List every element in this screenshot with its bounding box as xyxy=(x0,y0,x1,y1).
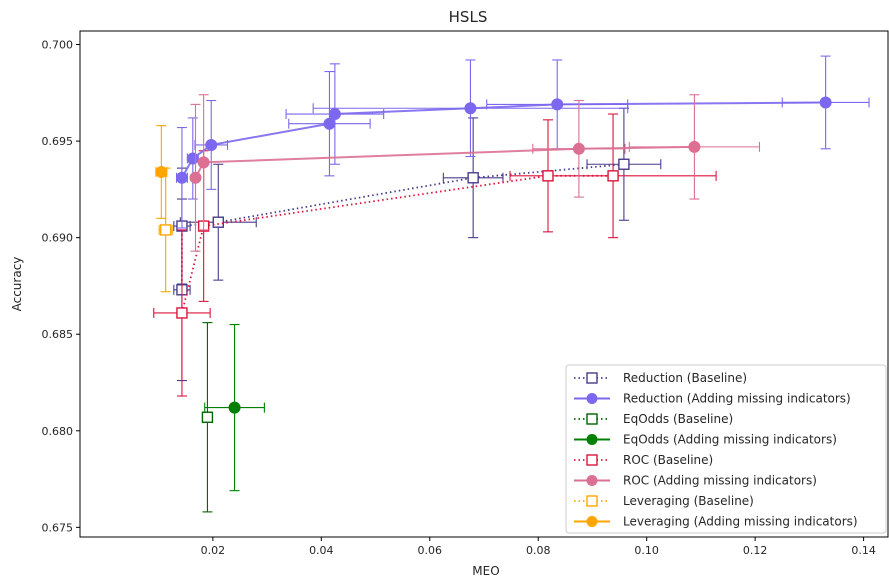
data-point xyxy=(189,171,202,184)
series-line xyxy=(194,145,695,179)
series-layer xyxy=(153,55,870,513)
legend-marker xyxy=(586,495,598,507)
x-tick-label: 0.06 xyxy=(418,544,443,557)
series-line xyxy=(180,163,624,290)
x-tick-label: 0.04 xyxy=(309,544,334,557)
data-point xyxy=(176,307,188,319)
y-tick-label: 0.690 xyxy=(42,232,74,245)
x-tick-label: 0.14 xyxy=(851,544,876,557)
legend-marker xyxy=(586,475,598,486)
data-point xyxy=(197,156,210,169)
series-line xyxy=(181,101,826,179)
series-group xyxy=(155,125,168,219)
data-point xyxy=(464,102,477,115)
data-point xyxy=(201,411,214,423)
data-point xyxy=(212,216,224,228)
legend-label: ROC (Baseline) xyxy=(623,453,713,467)
data-point xyxy=(688,140,701,153)
series-group xyxy=(204,324,265,492)
data-point xyxy=(205,138,218,151)
legend-label: EqOdds (Adding missing indicators) xyxy=(623,433,837,447)
legend-box xyxy=(565,364,887,534)
axis-ticks: 0.02 0.04 0.06 0.08 0.10 0.12 0.14 0.675 0.680 0.… xyxy=(42,39,876,557)
legend-marker xyxy=(586,372,598,384)
legend-marker xyxy=(586,413,598,425)
legend-label: Leveraging (Adding missing indicators) xyxy=(623,515,858,529)
y-tick-label: 0.695 xyxy=(42,135,74,148)
series-group xyxy=(201,322,214,513)
x-tick-label: 0.02 xyxy=(201,544,226,557)
chart-title: HSLS xyxy=(449,8,488,26)
data-point xyxy=(175,171,188,184)
legend-marker xyxy=(586,434,598,445)
legend-marker xyxy=(586,516,598,527)
data-point xyxy=(228,401,241,414)
legend-marker xyxy=(586,454,598,466)
data-point xyxy=(618,158,630,170)
error-bars xyxy=(175,55,870,229)
data-point xyxy=(323,117,336,130)
data-point xyxy=(542,170,554,182)
series-group xyxy=(153,113,717,397)
data-point xyxy=(328,108,341,121)
y-tick-label: 0.680 xyxy=(42,425,74,438)
legend: Reduction (Baseline) Reduction (Adding mi… xyxy=(565,364,887,534)
legend-label: Reduction (Baseline) xyxy=(623,371,747,385)
x-axis-label: MEO xyxy=(472,564,499,578)
x-tick-label: 0.12 xyxy=(743,544,768,557)
data-point xyxy=(572,142,585,155)
legend-label: ROC (Adding missing indicators) xyxy=(623,474,817,488)
y-tick-label: 0.675 xyxy=(42,521,74,534)
series-group xyxy=(175,55,870,229)
x-tick-label: 0.10 xyxy=(634,544,659,557)
data-point xyxy=(159,224,172,236)
data-point xyxy=(155,165,168,178)
legend-marker xyxy=(586,393,598,404)
legend-label: Leveraging (Baseline) xyxy=(623,494,754,508)
y-tick-label: 0.700 xyxy=(42,39,74,52)
legend-label: Reduction (Adding missing indicators) xyxy=(623,392,851,406)
x-tick-label: 0.08 xyxy=(526,544,551,557)
legend-label: EqOdds (Baseline) xyxy=(623,412,733,426)
data-point xyxy=(186,152,199,165)
error-bars xyxy=(153,113,717,397)
y-tick-label: 0.685 xyxy=(42,328,74,341)
data-point xyxy=(819,96,832,109)
data-point xyxy=(551,98,564,111)
series-group xyxy=(189,94,761,252)
data-point xyxy=(607,170,619,182)
y-axis-label: Accuracy xyxy=(10,257,24,312)
data-point xyxy=(467,172,479,184)
plot-frame xyxy=(79,30,889,538)
